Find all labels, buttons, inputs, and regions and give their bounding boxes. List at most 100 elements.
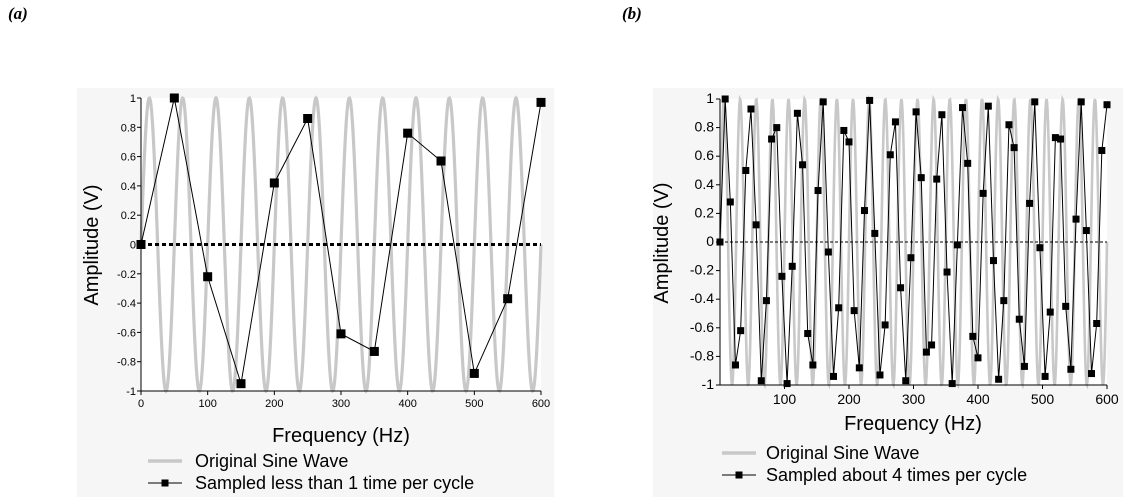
sample-point <box>768 135 776 143</box>
sample-point <box>762 297 770 305</box>
sample-point <box>1082 227 1090 235</box>
x-tick-label: 400 <box>966 391 990 407</box>
sample-point <box>835 304 843 312</box>
sample-point <box>1020 362 1028 370</box>
sample-point <box>866 96 874 104</box>
sample-point <box>948 380 956 388</box>
sample-point <box>799 161 807 169</box>
sample-point <box>1093 320 1101 328</box>
y-axis-title: Amplitude (V) <box>651 182 673 303</box>
sample-point <box>742 167 750 174</box>
legend-sampled-marker <box>735 471 743 479</box>
sample-point <box>809 361 817 369</box>
sample-point <box>783 380 791 388</box>
sample-point <box>788 262 796 270</box>
sample-point <box>1051 134 1059 142</box>
x-tick-label: 100 <box>198 398 216 410</box>
y-tick-label: -1 <box>702 376 715 392</box>
sample-point <box>1015 315 1023 323</box>
sample-point <box>953 241 961 249</box>
sample-point <box>436 156 446 166</box>
x-axis-title: Frequency (Hz) <box>272 425 410 447</box>
sample-point <box>1103 101 1111 109</box>
sample-point <box>995 375 1003 383</box>
y-tick-label: 0.4 <box>695 176 715 192</box>
sample-point <box>469 368 479 378</box>
sample-point <box>917 174 925 182</box>
sample-point <box>984 102 992 110</box>
x-tick-label: 200 <box>837 391 861 407</box>
sample-point <box>876 371 884 379</box>
y-tick-label: -0.8 <box>117 357 136 369</box>
y-tick-label: 0.8 <box>695 119 715 135</box>
sample-point <box>536 97 546 107</box>
x-tick-label: 100 <box>773 391 797 407</box>
sample-point <box>336 329 346 339</box>
y-tick-label: -0.6 <box>117 327 136 339</box>
x-tick-label: 600 <box>532 398 550 410</box>
x-tick-label: 400 <box>398 398 416 410</box>
sample-point <box>804 330 812 338</box>
sample-point <box>938 111 946 119</box>
sample-point <box>928 341 936 349</box>
y-tick-label: -0.2 <box>117 269 136 281</box>
y-tick-label: -0.4 <box>690 290 714 306</box>
sample-point <box>819 98 827 106</box>
y-tick-label: -1 <box>126 386 136 398</box>
sample-point <box>236 379 246 389</box>
sample-point <box>850 307 858 315</box>
sample-point <box>778 272 786 280</box>
y-tick-label: 0.2 <box>695 204 715 220</box>
sample-point <box>979 189 987 197</box>
x-tick-label: 600 <box>1095 391 1119 407</box>
legend-sine-label: Original Sine Wave <box>766 443 919 463</box>
y-tick-label: 0 <box>706 233 714 249</box>
x-tick-label: 500 <box>1031 391 1055 407</box>
sample-point <box>855 364 863 372</box>
sample-point <box>922 348 930 356</box>
sample-point <box>793 109 801 117</box>
sample-point <box>1067 365 1075 373</box>
panel-label-a: (a) <box>8 4 28 23</box>
y-tick-label: 0.6 <box>121 152 136 164</box>
sample-point <box>752 221 760 229</box>
sample-point <box>840 126 848 134</box>
y-tick-label: 1 <box>706 90 714 106</box>
sample-point <box>964 159 972 167</box>
sample-point <box>933 175 941 183</box>
sample-point <box>269 178 279 188</box>
x-tick-label: 300 <box>902 391 926 407</box>
sample-point <box>1005 121 1013 129</box>
sample-point <box>757 377 765 385</box>
sample-point <box>886 151 894 159</box>
sample-point <box>369 346 379 356</box>
x-tick-label: 300 <box>332 398 350 410</box>
legend-sampled-label: Sampled about 4 times per cycle <box>766 465 1027 485</box>
sample-point <box>203 272 213 282</box>
sample-point <box>1036 244 1044 252</box>
sample-point <box>1062 302 1070 310</box>
y-tick-label: 0 <box>130 240 136 252</box>
y-tick-label: -0.6 <box>690 319 714 335</box>
sample-point <box>871 229 879 237</box>
sample-point <box>747 105 755 113</box>
sample-point <box>1041 372 1049 380</box>
sample-point <box>1072 215 1080 223</box>
sample-point <box>830 372 838 380</box>
y-tick-label: -0.2 <box>690 262 714 278</box>
sample-point <box>974 354 982 362</box>
sampled-series-line <box>719 98 1108 384</box>
sample-point <box>1098 146 1106 154</box>
sample-point <box>891 118 899 126</box>
legend-sampled-label: Sampled less than 1 time per cycle <box>195 473 474 493</box>
y-tick-label: -0.8 <box>690 347 714 363</box>
sample-point <box>907 254 915 262</box>
sample-point <box>1057 135 1065 143</box>
legend-sine-label: Original Sine Wave <box>195 451 348 471</box>
x-tick-label: 500 <box>465 398 483 410</box>
sample-point <box>1046 308 1054 316</box>
sample-point <box>860 207 868 215</box>
sample-point <box>989 257 997 265</box>
sample-point <box>773 124 781 132</box>
